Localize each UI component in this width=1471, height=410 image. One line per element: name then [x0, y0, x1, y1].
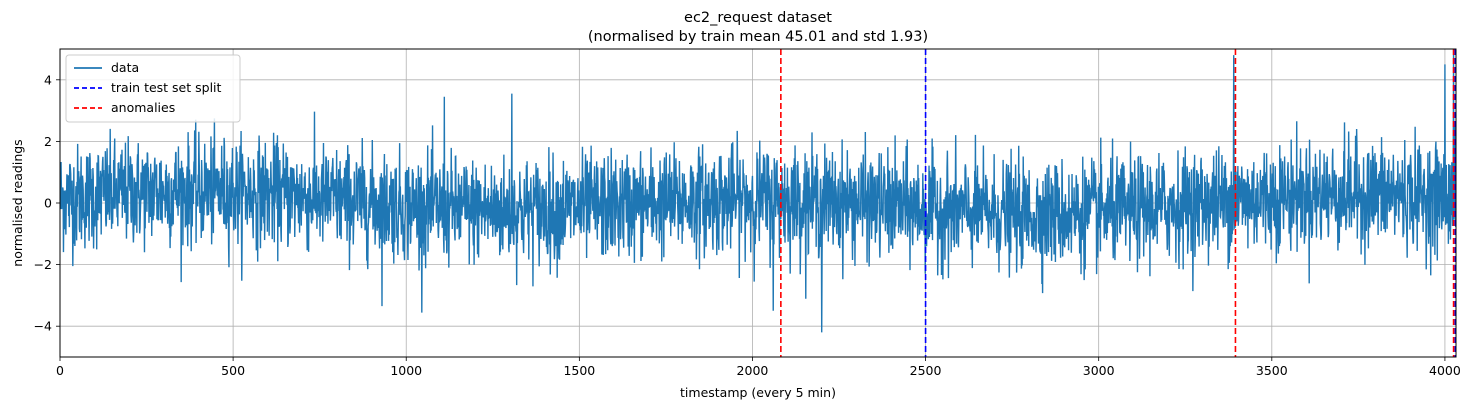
legend-label-anomalies: anomalies	[111, 100, 175, 115]
vertical-lines	[780, 49, 1457, 357]
x-axis-label: timestamp (every 5 min)	[680, 385, 836, 400]
x-tick-label: 1500	[563, 363, 595, 378]
x-tick-label: 500	[221, 363, 245, 378]
x-tick-label: 3000	[1083, 363, 1115, 378]
series-data-line	[60, 49, 1456, 333]
y-tick-label: 4	[44, 72, 52, 87]
legend: data train test set split anomalies	[65, 54, 241, 123]
y-tick-label: −2	[34, 257, 52, 272]
x-tick-label: 3500	[1256, 363, 1288, 378]
x-tick-label: 1000	[390, 363, 422, 378]
x-tick-label: 4000	[1429, 363, 1461, 378]
y-tick-label: 0	[44, 196, 52, 211]
ticks: 0 500 1000 1500 2000 2500 3000 3500 4000 −4 −2 0 2 4	[34, 72, 1461, 378]
x-tick-label: 2000	[737, 363, 769, 378]
y-tick-label: 2	[44, 134, 52, 149]
legend-frame	[65, 54, 241, 123]
legend-label-split: train test set split	[111, 80, 222, 95]
y-tick-label: −4	[34, 319, 52, 334]
legend-label-data: data	[111, 60, 139, 75]
x-tick-label: 0	[56, 363, 64, 378]
chart-title: ec2_request dataset	[684, 10, 832, 26]
x-tick-label: 2500	[910, 363, 942, 378]
y-axis-label: normalised readings	[10, 139, 25, 266]
data-layer	[60, 49, 1456, 333]
chart-subtitle: (normalised by train mean 45.01 and std …	[588, 29, 928, 45]
